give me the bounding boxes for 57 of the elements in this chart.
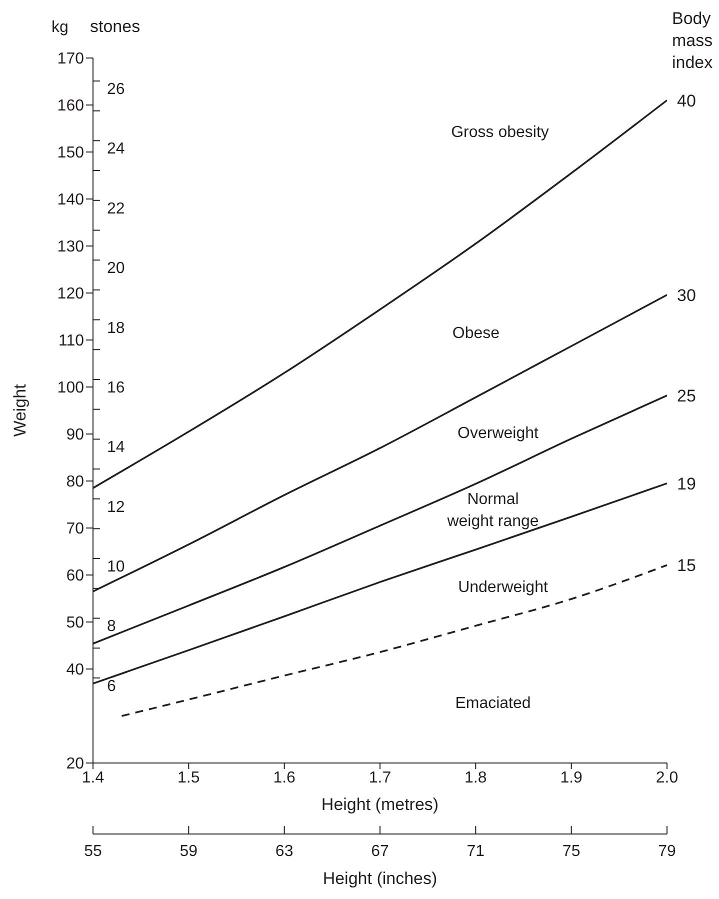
y-tick-label: 100 bbox=[57, 380, 84, 397]
series-label: 25 bbox=[677, 386, 696, 406]
x-tick-label: 1.6 bbox=[273, 769, 296, 786]
series-label: 19 bbox=[677, 474, 696, 494]
x-tick-label: 2.0 bbox=[656, 769, 678, 786]
y-tick-label: 20 bbox=[66, 756, 84, 773]
y-tick-label: 140 bbox=[57, 192, 84, 209]
x-tick-label: 1.8 bbox=[464, 769, 487, 786]
annotation: Overweight bbox=[458, 425, 540, 442]
y2-tick-label: 22 bbox=[107, 200, 125, 218]
y2-tick-label: 12 bbox=[107, 498, 125, 516]
annotation: Normal weight range bbox=[446, 491, 539, 530]
series-label: 15 bbox=[677, 556, 696, 576]
y-tick-label: 70 bbox=[66, 520, 84, 538]
y2-tick-label: 14 bbox=[107, 439, 125, 456]
y-tick-label: 150 bbox=[57, 144, 84, 162]
y2-tick-label: 26 bbox=[107, 80, 125, 98]
y2-tick-label: 24 bbox=[107, 140, 125, 158]
y2-tick-label: 20 bbox=[107, 260, 125, 278]
x2-tick-label: 79 bbox=[658, 843, 676, 860]
y-tick-label: 170 bbox=[57, 50, 84, 68]
y2-tick-label: 10 bbox=[107, 558, 125, 576]
x2-tick-label: 63 bbox=[275, 843, 294, 860]
x2-tick-label: 59 bbox=[180, 843, 198, 860]
x2-tick-label: 71 bbox=[466, 843, 485, 860]
y-tick-label: 50 bbox=[66, 614, 84, 632]
x2-tick-label: 75 bbox=[562, 843, 580, 860]
y-tick-label: 80 bbox=[66, 474, 84, 491]
y-tick-label: 120 bbox=[57, 286, 84, 303]
x2-axis-title: Height (inches) bbox=[322, 869, 438, 888]
annotation: Emaciated bbox=[455, 695, 531, 712]
x-tick-label: 1.4 bbox=[82, 769, 104, 786]
x-tick-label: 1.5 bbox=[178, 769, 200, 786]
x-tick-label: 1.7 bbox=[368, 769, 392, 786]
text: kg bbox=[52, 19, 68, 36]
y-tick-label: 60 bbox=[66, 568, 84, 585]
y-tick-label: 90 bbox=[66, 426, 84, 444]
y-tick-label: 40 bbox=[66, 662, 84, 679]
annotation: Gross obesity bbox=[451, 124, 549, 141]
x-axis-title: Height (metres) bbox=[321, 795, 439, 814]
y-tick-label: 160 bbox=[57, 98, 84, 115]
x2-tick-label: 67 bbox=[371, 843, 389, 860]
legend-title: Body mass index bbox=[672, 8, 713, 74]
y2-axis-title: stones bbox=[90, 17, 140, 36]
annotation: Underweight bbox=[458, 579, 548, 596]
x2-tick-label: 55 bbox=[84, 843, 102, 860]
y2-tick-label: 6 bbox=[107, 678, 116, 695]
series-label: 40 bbox=[677, 91, 696, 110]
y2-tick-label: 18 bbox=[107, 320, 125, 337]
series-label: 30 bbox=[677, 286, 696, 305]
y-tick-label: 130 bbox=[57, 238, 84, 256]
y-tick-label: 110 bbox=[58, 332, 84, 350]
y2-tick-label: 16 bbox=[107, 379, 125, 396]
x-tick-label: 1.9 bbox=[560, 769, 583, 786]
annotation: Obese bbox=[452, 325, 500, 342]
y2-tick-label: 8 bbox=[107, 618, 116, 636]
y-axis-title: Weight bbox=[10, 384, 30, 437]
